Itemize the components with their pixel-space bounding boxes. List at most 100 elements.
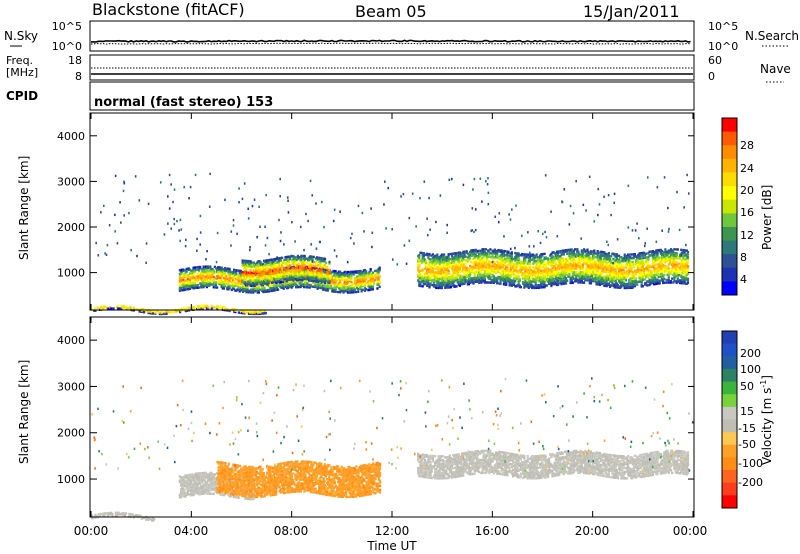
power-cell [607, 271, 611, 274]
power-cell [311, 281, 315, 285]
power-cell [269, 284, 272, 288]
power-cell [641, 276, 644, 279]
power-cell [676, 271, 679, 274]
power-cell [277, 267, 280, 270]
power-cell [120, 307, 123, 310]
power-cell [348, 284, 351, 288]
power-cell [188, 274, 192, 278]
power-cell [482, 274, 485, 278]
power-cell [286, 276, 289, 279]
power-cell [281, 271, 284, 275]
power-cell [576, 271, 579, 274]
power-cell [618, 275, 621, 278]
power-cell [237, 279, 240, 283]
power-cell [675, 280, 678, 283]
power-cell [419, 251, 422, 254]
power-cell [308, 273, 311, 276]
power-cell [333, 271, 336, 274]
power-cell [294, 274, 297, 277]
power-cell [323, 275, 327, 278]
power-cell [628, 267, 631, 270]
power-cell [630, 275, 633, 278]
power-cell [499, 272, 502, 275]
power-cell [235, 275, 238, 278]
power-cell [348, 273, 351, 276]
power-cell [516, 258, 519, 262]
power-cell [359, 278, 362, 282]
power-cell [288, 257, 292, 261]
power-cell [360, 274, 363, 278]
power-cell [422, 259, 425, 263]
power-cell [295, 270, 298, 273]
power-cell [663, 281, 666, 284]
power-cell [636, 264, 639, 267]
power-cell [548, 281, 551, 284]
power-cell [239, 277, 242, 280]
power-cell [667, 249, 670, 252]
power-cell [531, 280, 534, 283]
power-cell [519, 268, 522, 271]
power-cell [360, 284, 363, 288]
power-cell [222, 274, 226, 277]
power-cell [262, 259, 266, 263]
power-cell [436, 256, 439, 259]
power-cell [552, 262, 555, 266]
power-cell [501, 270, 504, 273]
power-cell [503, 280, 507, 284]
power-cell [528, 266, 532, 269]
power-cell [489, 277, 492, 280]
power-cell [631, 257, 634, 260]
power-cell [418, 264, 421, 267]
power-cell [303, 259, 306, 263]
power-cell [259, 262, 262, 265]
power-cell [207, 280, 210, 284]
power-cell [192, 284, 195, 287]
power-cell [494, 270, 498, 273]
power-cell [662, 280, 665, 283]
power-cell [249, 265, 252, 268]
power-cell [502, 263, 506, 267]
power-cell [351, 291, 354, 294]
power-cell [437, 256, 440, 259]
power-cell [482, 260, 485, 264]
power-cell [638, 271, 641, 274]
power-cell [675, 253, 678, 256]
power-cell [514, 265, 517, 269]
power-cell [487, 281, 490, 284]
power-cell [188, 273, 192, 276]
power-cell [488, 260, 491, 264]
power-cell [232, 287, 236, 291]
power-cell [247, 266, 250, 269]
power-cell [272, 282, 275, 286]
power-cell [424, 277, 428, 281]
power-cell [223, 277, 227, 280]
power-cell [629, 277, 632, 281]
power-cell [646, 265, 649, 268]
power-cell [274, 265, 277, 268]
power-cell [207, 276, 210, 280]
power-cell [666, 268, 669, 271]
power-cell [527, 277, 530, 281]
power-cell [606, 258, 609, 261]
power-cell [568, 254, 571, 258]
power-cell [654, 271, 657, 274]
power-cell [363, 278, 367, 281]
power-cell [500, 277, 503, 280]
power-cell [317, 286, 320, 289]
power-cell [566, 261, 569, 265]
power-cell [317, 267, 320, 271]
power-cell [269, 268, 272, 272]
power-cell [232, 276, 236, 279]
power-cell [555, 278, 559, 282]
power-cell [616, 259, 620, 263]
power-cell [304, 274, 307, 277]
power-cell [569, 268, 572, 272]
power-cell [599, 264, 603, 268]
power-cell [255, 283, 258, 286]
power-cell [257, 286, 261, 289]
power-cell [200, 274, 203, 278]
power-cell [485, 271, 489, 274]
power-cell [548, 271, 551, 274]
power-cell [420, 261, 423, 265]
power-cell [482, 250, 485, 254]
